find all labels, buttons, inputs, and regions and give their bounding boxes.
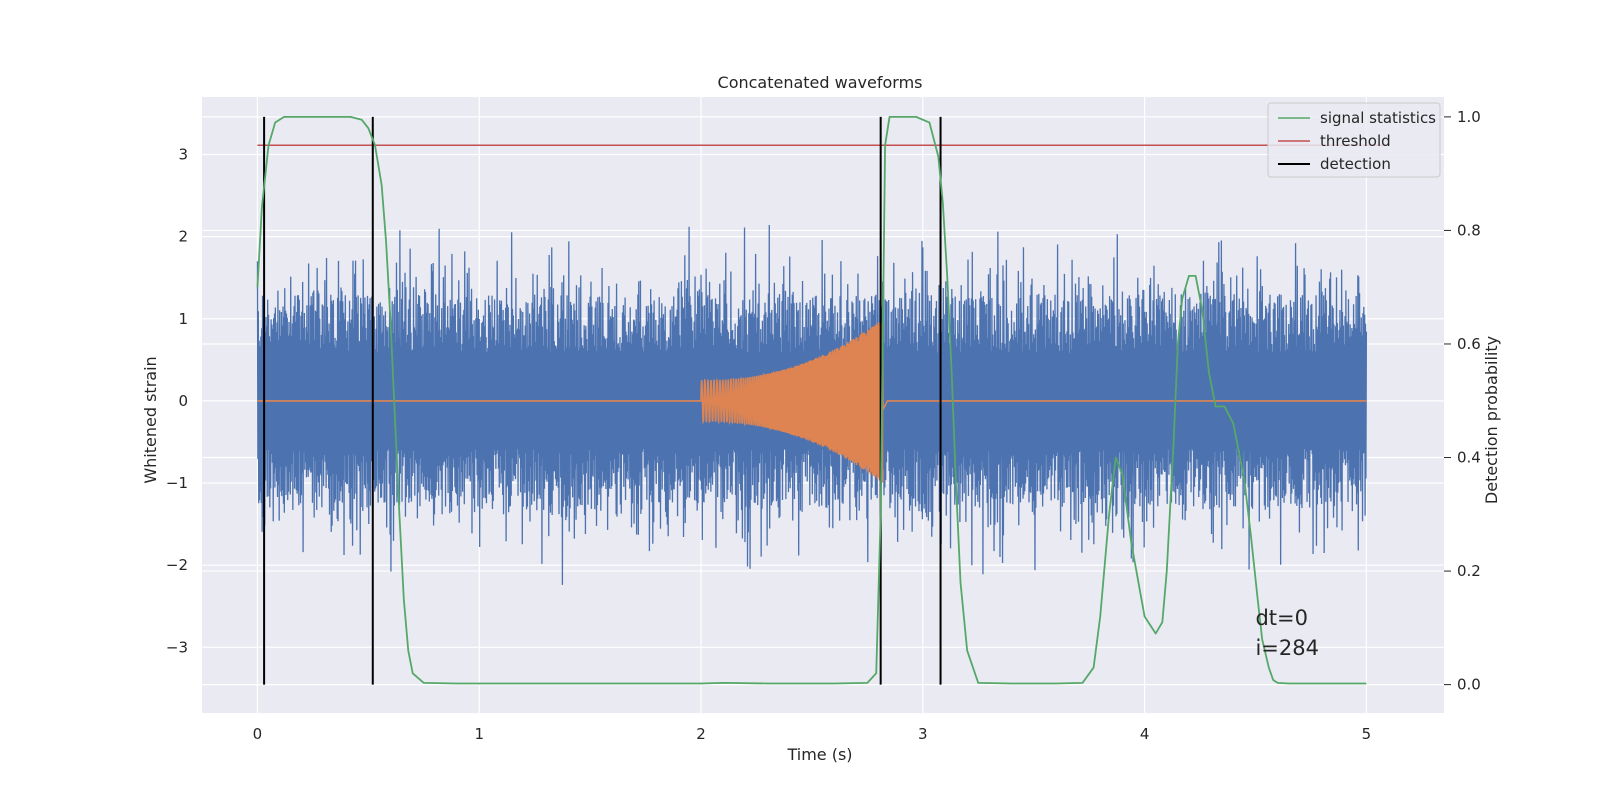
series-chirp-line — [257, 320, 1367, 483]
x-tick-label: 2 — [696, 725, 706, 743]
x-tick-label: 3 — [918, 725, 928, 743]
y-right-tick-label: 0.6 — [1457, 335, 1481, 353]
annotation-line-i: i=284 — [1255, 636, 1319, 660]
x-tick-label: 4 — [1140, 725, 1150, 743]
y-right-tick-label: 0.0 — [1457, 676, 1481, 694]
y-tick-label: 2 — [178, 228, 188, 246]
y-right-tick-label: 0.8 — [1457, 221, 1481, 239]
x-tick-label: 0 — [253, 725, 263, 743]
y-tick-label: 3 — [178, 145, 188, 163]
series-noise-line — [256, 225, 1368, 585]
legend-label-signal-statistics: signal statistics — [1320, 109, 1436, 127]
y-tick-label: −2 — [166, 556, 188, 574]
chart-title: Concatenated waveforms — [718, 73, 923, 92]
series-signal-statistics-line — [256, 115, 1367, 685]
y-right-tick-label: 1.0 — [1457, 108, 1481, 126]
legend-box — [1267, 102, 1441, 178]
y-tick-label: −1 — [166, 474, 188, 492]
y-tick-label: 0 — [178, 392, 188, 410]
annotation: dt=0 i=284 — [1255, 606, 1319, 660]
x-axis-label: Time (s) — [786, 745, 852, 764]
x-tick-label: 1 — [474, 725, 484, 743]
y-right-tick-label: 0.2 — [1457, 562, 1481, 580]
y-tick-label: −3 — [166, 638, 188, 656]
y-tick-label: 1 — [178, 310, 188, 328]
legend: signal statistics threshold detection — [1267, 102, 1441, 178]
tick-labels: 0 1 2 3 4 5 −3 −2 −1 0 1 2 3 0.0 0.2 0.4 0.6 0.8 1.0 — [166, 108, 1481, 743]
data-layer — [256, 115, 1389, 685]
y-right-tick-label: 0.4 — [1457, 449, 1481, 467]
legend-label-detection: detection — [1320, 155, 1391, 173]
legend-label-threshold: threshold — [1320, 132, 1391, 150]
y-axis-right-label: Detection probability — [1482, 336, 1501, 504]
x-tick-label: 5 — [1362, 725, 1372, 743]
annotation-line-dt: dt=0 — [1255, 606, 1308, 630]
y-axis-label: Whitened strain — [141, 356, 160, 483]
